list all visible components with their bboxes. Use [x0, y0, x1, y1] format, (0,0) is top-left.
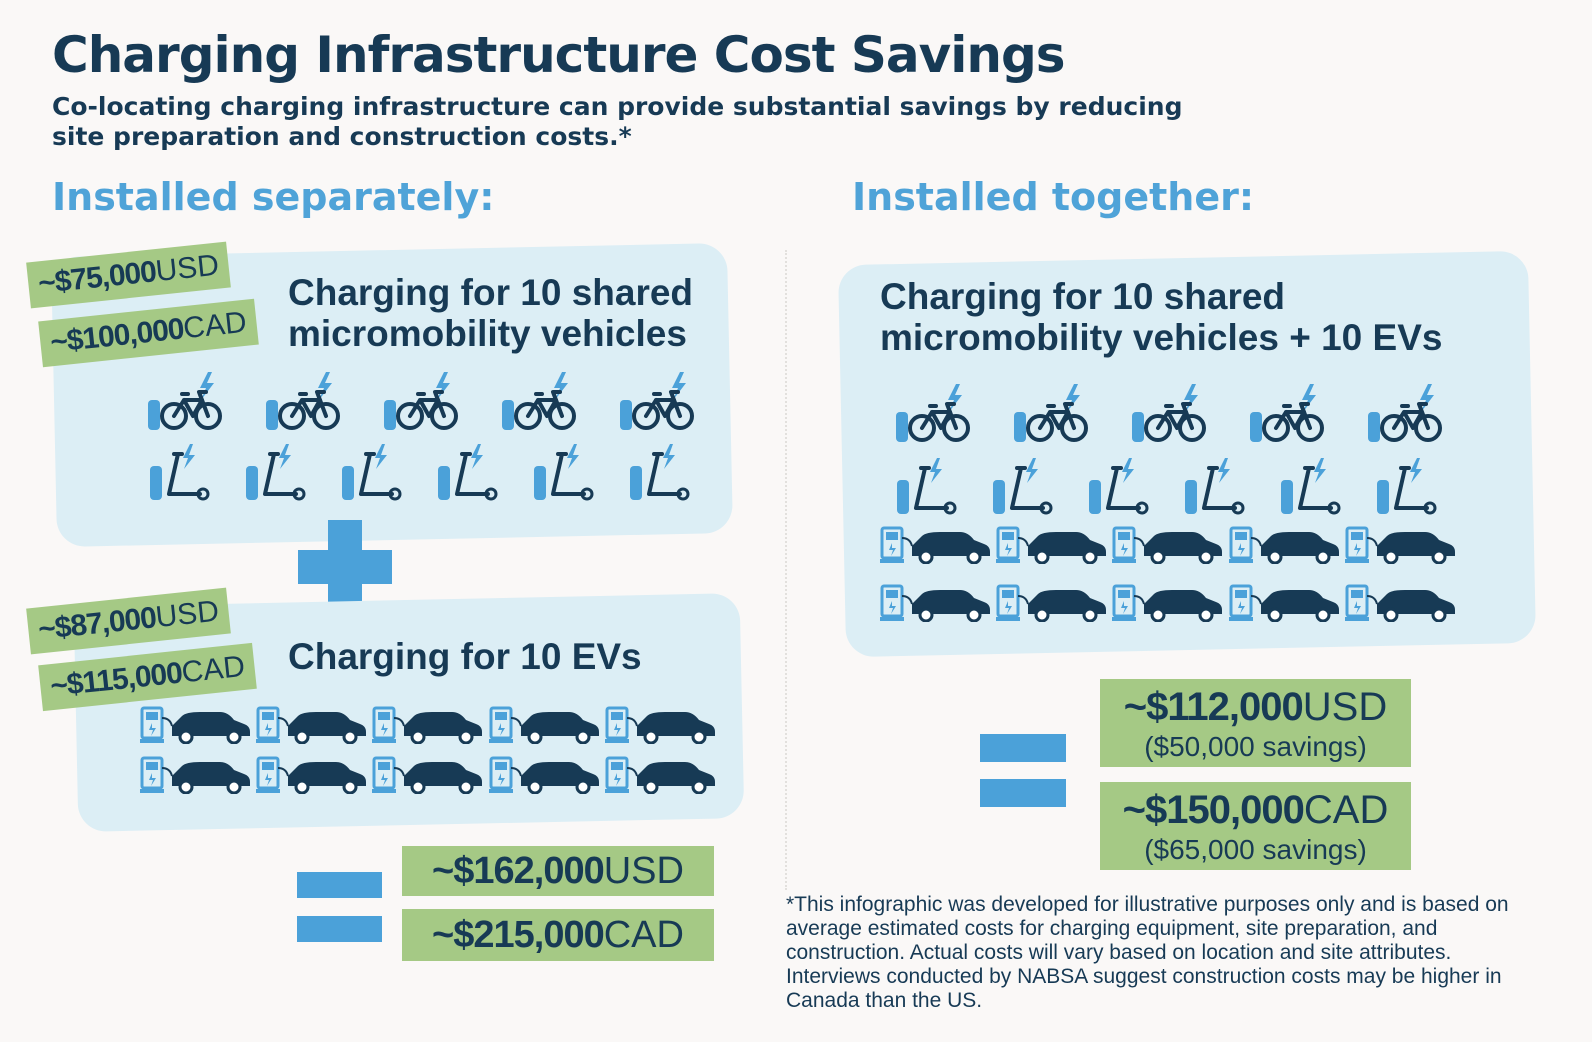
combined-total-usd: ~$112,000USD ($50,000 savings) — [1100, 679, 1411, 767]
ev-charger-car-icon — [1228, 584, 1344, 622]
escooter-charging-icon — [148, 444, 212, 502]
escooter-charging-icon — [340, 444, 404, 502]
combined-total-cad-amount: ~$150,000 — [1122, 788, 1305, 832]
micromobility-cad-unit: CAD — [181, 305, 249, 346]
ebike-charging-icon — [146, 370, 226, 432]
ev-charger-car-icon — [880, 526, 995, 564]
escooter-charging-icon — [532, 444, 596, 502]
micromobility-title-line1: Charging for 10 shared — [288, 272, 694, 313]
ev-charger-car-icon — [372, 756, 487, 794]
escooter-charging-icon — [436, 444, 500, 502]
separate-total-usd: ~$162,000USD — [402, 846, 714, 896]
ev-charger-car-icon — [996, 526, 1111, 564]
ev-charger-car-icon — [1344, 526, 1460, 564]
ev-cad-unit: CAD — [180, 649, 247, 690]
ev-car-grid — [140, 706, 720, 794]
combined-card-title: Charging for 10 shared micromobility veh… — [880, 276, 1442, 358]
ebike-charging-icon — [618, 370, 698, 432]
ev-charger-car-icon — [604, 706, 720, 744]
ebike-charging-icon — [264, 370, 344, 432]
ebike-charging-icon — [1012, 382, 1092, 444]
combined-car-grid — [880, 526, 1460, 622]
separate-total-usd-unit: USD — [603, 850, 684, 892]
combined-bike-row — [894, 382, 1446, 444]
escooter-charging-icon — [244, 444, 308, 502]
combined-title-line2: micromobility vehicles + 10 EVs — [880, 317, 1443, 358]
combined-cad-savings: ($65,000 savings) — [1144, 834, 1367, 865]
ebike-charging-icon — [1130, 382, 1210, 444]
installed-together-heading: Installed together: — [852, 175, 1255, 219]
micromobility-usd-unit: USD — [154, 248, 221, 289]
ebike-charging-icon — [1366, 382, 1446, 444]
combined-total-cad: ~$150,000CAD ($65,000 savings) — [1100, 782, 1411, 870]
ev-charger-car-icon — [996, 584, 1111, 622]
escooter-charging-icon — [1087, 458, 1151, 516]
page-title: Charging Infrastructure Cost Savings — [52, 26, 1066, 84]
escooter-charging-icon — [1375, 458, 1439, 516]
ev-charger-car-icon — [1112, 526, 1227, 564]
escooter-charging-icon — [895, 458, 959, 516]
micromobility-cad-amount: ~$100,000 — [48, 312, 186, 360]
micromobility-bike-row — [146, 370, 698, 432]
ev-usd-amount: ~$87,000 — [36, 601, 158, 647]
micromobility-title-line2: micromobility vehicles — [288, 313, 687, 354]
separate-total-cad-unit: CAD — [603, 914, 684, 956]
ev-usd-unit: USD — [154, 594, 221, 635]
equals-icon-top-bar — [980, 734, 1066, 762]
ev-charger-car-icon — [1112, 584, 1227, 622]
micromobility-scooter-row — [148, 444, 692, 502]
ev-charger-car-icon — [140, 706, 255, 744]
ev-card-title: Charging for 10 EVs — [288, 636, 642, 677]
ebike-charging-icon — [500, 370, 580, 432]
ev-charger-car-icon — [372, 706, 487, 744]
ev-charger-car-icon — [1344, 584, 1460, 622]
ev-charger-car-icon — [488, 756, 604, 794]
equals-icon-bottom-bar — [980, 779, 1066, 807]
combined-total-usd-amount: ~$112,000 — [1123, 685, 1304, 729]
combined-total-usd-unit: USD — [1302, 685, 1388, 729]
ev-charger-car-icon — [880, 584, 995, 622]
separate-total-usd-amount: ~$162,000 — [432, 850, 605, 892]
combined-scooter-row — [895, 458, 1439, 516]
ev-cad-amount: ~$115,000 — [48, 656, 184, 704]
equals-icon-top-bar — [297, 872, 382, 898]
separate-total-cad: ~$215,000CAD — [402, 909, 714, 961]
combined-total-cad-unit: CAD — [1303, 788, 1389, 832]
installed-separately-heading: Installed separately: — [52, 175, 495, 219]
combined-usd-savings: ($50,000 savings) — [1144, 731, 1367, 762]
escooter-charging-icon — [1183, 458, 1247, 516]
ebike-charging-icon — [1248, 382, 1328, 444]
ev-charger-car-icon — [1228, 526, 1344, 564]
plus-icon-horizontal — [298, 550, 392, 584]
combined-title-line1: Charging for 10 shared — [880, 276, 1286, 317]
escooter-charging-icon — [991, 458, 1055, 516]
escooter-charging-icon — [628, 444, 692, 502]
ev-charger-car-icon — [256, 706, 371, 744]
ev-charger-car-icon — [604, 756, 720, 794]
micromobility-usd-amount: ~$75,000 — [36, 255, 158, 301]
ev-charger-car-icon — [488, 706, 604, 744]
separate-total-cad-amount: ~$215,000 — [432, 914, 605, 956]
footnote: *This infographic was developed for illu… — [786, 893, 1509, 1012]
ev-charger-car-icon — [256, 756, 371, 794]
equals-icon-bottom-bar — [297, 916, 382, 942]
ev-charger-car-icon — [140, 756, 255, 794]
column-divider — [785, 250, 787, 890]
ebike-charging-icon — [894, 382, 974, 444]
ebike-charging-icon — [382, 370, 462, 432]
escooter-charging-icon — [1279, 458, 1343, 516]
page-subtitle: Co-locating charging infrastructure can … — [52, 92, 1183, 151]
micromobility-card-title: Charging for 10 shared micromobility veh… — [288, 272, 693, 354]
